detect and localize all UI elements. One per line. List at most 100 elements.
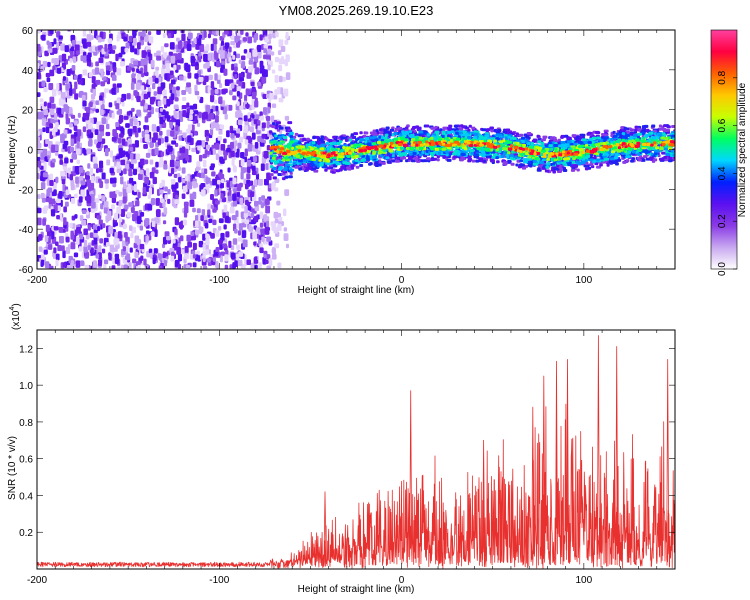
spectrogram-cell	[407, 157, 413, 161]
spectrogram-cell	[58, 98, 63, 106]
spectrogram-cell	[74, 229, 78, 236]
spectrogram-cell	[124, 47, 129, 53]
spectrogram-cell	[218, 83, 223, 89]
spectrogram-cell	[143, 125, 147, 130]
spectrogram-cell	[448, 124, 453, 128]
spectrogram-cell	[117, 231, 122, 239]
spectrogram-cell	[288, 175, 293, 179]
spectrogram-cell	[100, 203, 104, 210]
spectrogram-cell	[294, 132, 299, 136]
spectrogram-cell	[92, 89, 97, 97]
spectrogram-cell	[156, 50, 161, 56]
spectrogram-cell	[186, 234, 191, 242]
spectrogram-cell	[263, 54, 267, 60]
spectrogram-cell	[272, 246, 276, 255]
spectrogram-cell	[340, 136, 346, 140]
spectrogram-cell	[351, 136, 356, 140]
spectrogram-cell	[267, 106, 271, 114]
spectrogram-cell	[95, 253, 100, 259]
spectrogram-cell	[238, 251, 244, 257]
spectrogram-cell	[149, 171, 155, 179]
spectrogram-cell	[120, 264, 125, 269]
spectrogram-cell	[215, 123, 220, 131]
spectrogram-cell	[145, 168, 150, 176]
spectrogram-cell	[60, 43, 66, 51]
spectrogram-cell	[287, 121, 293, 125]
spectrogram-cell	[117, 138, 122, 144]
spectrogram-cell	[192, 254, 197, 259]
spectrogram-cell	[340, 166, 346, 170]
spectrogram-cell	[112, 66, 117, 73]
spectrogram-cell	[111, 87, 116, 95]
spectrogram-cell	[134, 48, 138, 55]
spectrogram-cell	[95, 108, 100, 113]
spectrogram-cell	[82, 55, 88, 63]
spectrogram-cell	[210, 233, 215, 239]
spectrogram-cell	[44, 261, 50, 269]
spectrogram-cell	[415, 125, 420, 129]
spectrogram-cell	[174, 199, 180, 204]
spectrogram-cell	[133, 125, 137, 133]
spectrogram-cell	[490, 159, 495, 163]
spectrogram-cell	[117, 108, 123, 115]
spectrogram-cell	[265, 115, 271, 122]
spectrogram-cell	[235, 151, 240, 158]
spectrogram-cell	[162, 89, 167, 97]
spectrogram-cell	[178, 176, 182, 183]
spectrogram-cell	[237, 259, 243, 267]
spectrogram-cell	[97, 259, 103, 267]
spectrogram-cell	[230, 82, 235, 89]
spectrogram-cell	[284, 115, 290, 121]
spectrogram-cell	[134, 140, 139, 148]
spectrogram-cell	[69, 174, 74, 181]
spectrogram-cell	[171, 184, 176, 190]
spectrogram-cell	[496, 160, 500, 164]
spectrogram-cell	[56, 198, 61, 204]
spectrogram-cell	[223, 68, 228, 76]
spectrogram-cell	[289, 163, 293, 167]
spectrogram-cell	[144, 176, 150, 184]
spectrogram-cell	[78, 196, 83, 203]
spectrogram-cell	[75, 260, 81, 268]
spectrogram-cell	[98, 57, 104, 64]
spectrogram-cell	[172, 86, 177, 94]
spectrogram-cell	[70, 114, 76, 119]
spectrogram-cell	[265, 55, 271, 60]
spectrogram-cell	[222, 243, 228, 249]
spectrogram-cell	[235, 53, 241, 59]
spectrogram-cell	[187, 124, 193, 131]
spectrogram-cell	[78, 246, 83, 252]
spectrogram-cell	[96, 215, 102, 220]
spectrogram-cell	[122, 191, 128, 197]
spectrogram-cell	[134, 235, 139, 244]
spectrogram-cell	[176, 37, 180, 42]
spectrogram-cell	[232, 55, 236, 60]
spectrogram-cell	[154, 218, 160, 223]
spectrogram-cell	[97, 45, 103, 51]
spectrogram-cell	[156, 55, 162, 61]
spectrogram-cell	[185, 156, 190, 161]
spectrogram-cell	[210, 89, 215, 96]
spectrogram-cell	[164, 186, 168, 192]
spectrogram-cell	[623, 126, 627, 130]
spectrogram-cell	[214, 251, 219, 257]
spectrogram-cell	[155, 161, 159, 168]
spectrogram-cell	[274, 178, 280, 184]
spectrogram-cell	[159, 189, 164, 194]
spectrogram-cell	[209, 108, 214, 114]
spectrogram-cell	[181, 146, 186, 154]
spectrogram-cell	[262, 93, 268, 100]
spectrogram-cell	[508, 130, 513, 134]
spectrogram-cell	[270, 221, 276, 227]
spectrogram-cell	[214, 115, 219, 123]
spectrogram-cell	[285, 54, 290, 63]
spectrogram-cell	[269, 173, 274, 177]
spectrogram-cell	[200, 215, 204, 222]
spectrogram-cell	[247, 144, 253, 152]
spectrogram-cell	[124, 255, 129, 260]
spectrogram-cell	[205, 233, 210, 241]
spectrogram-cell	[283, 233, 289, 241]
spectrogram-cell	[247, 36, 253, 44]
spectrogram-cell	[69, 146, 74, 153]
spectrogram-cell	[63, 206, 67, 213]
